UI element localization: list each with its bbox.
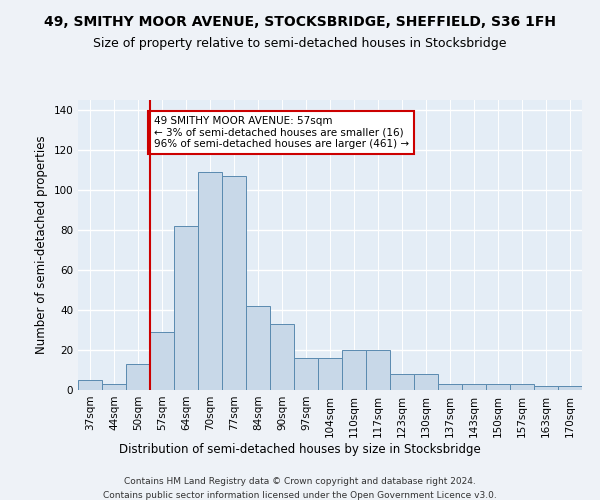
Bar	[126, 364, 150, 390]
Bar	[198, 172, 222, 390]
Text: 49, SMITHY MOOR AVENUE, STOCKSBRIDGE, SHEFFIELD, S36 1FH: 49, SMITHY MOOR AVENUE, STOCKSBRIDGE, SH…	[44, 15, 556, 29]
Bar	[510, 384, 534, 390]
Bar	[318, 358, 342, 390]
Bar	[462, 384, 486, 390]
Bar	[558, 386, 582, 390]
Bar	[438, 384, 462, 390]
Bar	[174, 226, 198, 390]
Bar	[78, 380, 102, 390]
Text: 49 SMITHY MOOR AVENUE: 57sqm
← 3% of semi-detached houses are smaller (16)
96% o: 49 SMITHY MOOR AVENUE: 57sqm ← 3% of sem…	[154, 116, 409, 149]
Bar	[486, 384, 510, 390]
Bar	[246, 306, 270, 390]
Bar	[150, 332, 174, 390]
Bar	[270, 324, 294, 390]
Text: Size of property relative to semi-detached houses in Stocksbridge: Size of property relative to semi-detach…	[93, 38, 507, 51]
Bar	[390, 374, 414, 390]
Bar	[534, 386, 558, 390]
Y-axis label: Number of semi-detached properties: Number of semi-detached properties	[35, 136, 48, 354]
Bar	[414, 374, 438, 390]
Bar	[366, 350, 390, 390]
Bar	[342, 350, 366, 390]
Bar	[294, 358, 318, 390]
Text: Contains public sector information licensed under the Open Government Licence v3: Contains public sector information licen…	[103, 491, 497, 500]
Bar	[102, 384, 126, 390]
Text: Distribution of semi-detached houses by size in Stocksbridge: Distribution of semi-detached houses by …	[119, 442, 481, 456]
Bar	[222, 176, 246, 390]
Text: Contains HM Land Registry data © Crown copyright and database right 2024.: Contains HM Land Registry data © Crown c…	[124, 478, 476, 486]
